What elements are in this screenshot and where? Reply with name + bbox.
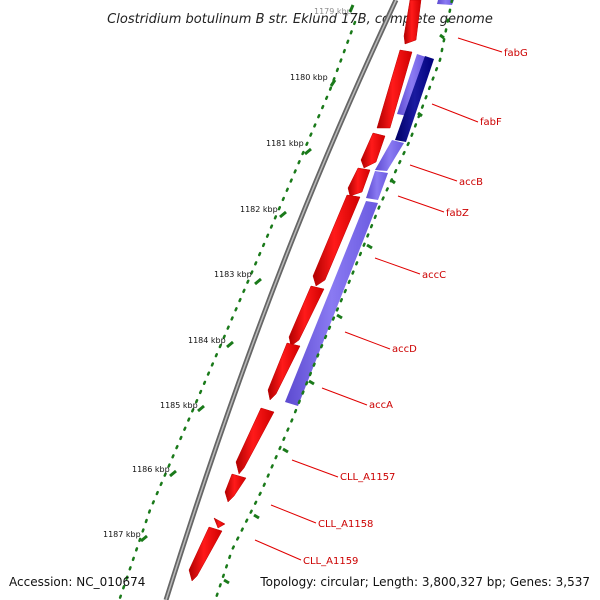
cds-arrow[interactable] <box>213 517 226 529</box>
cds-arrow[interactable] <box>347 167 371 197</box>
kbp-label: 1181 kbp <box>266 139 304 148</box>
gene-label-CLL_A1158[interactable]: CLL_A1158 <box>318 519 373 530</box>
cds-block-fabG[interactable] <box>437 0 454 5</box>
cds-arrow[interactable] <box>188 526 223 582</box>
cds-arrow[interactable] <box>267 342 301 401</box>
accession-text: Accession: NC_010674 <box>9 575 145 589</box>
kbp-label: 1179 kbp <box>314 7 352 16</box>
kbp-ruler-ring <box>118 20 357 600</box>
topology-text: Topology: circular; Length: 3,800,327 bp… <box>259 575 590 589</box>
inner-dot-ring <box>214 0 454 600</box>
inner-ring-ticks <box>223 33 445 585</box>
genome-backbone-highlight <box>165 0 397 600</box>
kbp-ticks <box>140 4 355 543</box>
cds-block-fabF[interactable] <box>395 56 434 142</box>
gene-label-accA[interactable]: accA <box>369 400 393 411</box>
gene-label-accD[interactable]: accD <box>392 344 417 355</box>
cds-block-accB[interactable] <box>375 140 404 171</box>
kbp-label: 1184 kbp <box>188 336 226 345</box>
kbp-label: 1183 kbp <box>214 270 252 279</box>
cds-block-accC-accD-accA[interactable] <box>285 201 378 406</box>
reverse-cds-track <box>285 0 454 406</box>
gene-label-fabG[interactable]: fabG <box>504 48 528 59</box>
forward-cds-track <box>188 0 422 582</box>
gene-label-fabZ[interactable]: fabZ <box>446 208 469 219</box>
cds-arrow[interactable] <box>360 132 386 169</box>
cds-arrow[interactable] <box>235 407 275 475</box>
kbp-labels: 1179 kbp 1180 kbp 1181 kbp 1182 kbp 1183… <box>103 7 352 539</box>
genome-backbone <box>163 0 399 600</box>
cds-arrow[interactable] <box>403 0 422 45</box>
cds-arrow[interactable] <box>376 49 413 129</box>
gene-label-accB[interactable]: accB <box>459 177 483 188</box>
cds-block-fabF-upper[interactable] <box>397 54 426 116</box>
gene-label-CLL_A1159[interactable]: CLL_A1159 <box>303 556 358 567</box>
gene-labels: fabG fabF accB fabZ accC accD accA CLL_A… <box>303 48 528 567</box>
gene-leader-lines <box>254 37 503 561</box>
cds-arrow[interactable] <box>224 473 247 503</box>
gene-label-accC[interactable]: accC <box>422 270 446 281</box>
kbp-label: 1186 kbp <box>132 465 170 474</box>
gene-label-CLL_A1157[interactable]: CLL_A1157 <box>340 472 395 483</box>
cds-arrow[interactable] <box>288 285 325 347</box>
kbp-label: 1187 kbp <box>103 530 141 539</box>
cds-block-fabZ[interactable] <box>366 171 388 200</box>
map-title: Clostridium botulinum B str. Eklund 17B,… <box>107 12 493 27</box>
gene-label-fabF[interactable]: fabF <box>480 117 502 128</box>
kbp-label: 1182 kbp <box>240 205 278 214</box>
cds-arrow[interactable] <box>312 194 361 287</box>
kbp-label: 1180 kbp <box>290 73 328 82</box>
kbp-label: 1185 kbp <box>160 401 198 410</box>
